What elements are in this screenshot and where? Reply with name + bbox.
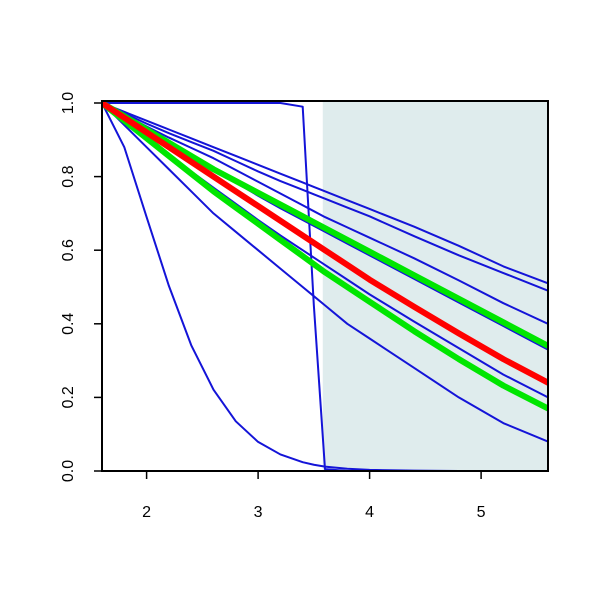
line-layer — [102, 101, 548, 471]
plot-frame — [101, 100, 549, 472]
x-tick-label: 2 — [142, 504, 151, 521]
data-line — [102, 101, 548, 349]
y-tick-label: 0.6 — [60, 239, 77, 261]
data-line — [102, 101, 548, 412]
x-tick-label: 3 — [254, 504, 263, 521]
data-line — [102, 102, 548, 292]
axis-layer: 2 3 4 5 0.0 0.2 0.4 0.6 0.8 1.0 — [60, 92, 549, 521]
data-line — [102, 102, 548, 285]
data-line — [102, 101, 548, 386]
data-line — [102, 102, 548, 471]
x-tick-label: 5 — [477, 504, 486, 521]
y-tick-label: 0.0 — [60, 460, 77, 482]
y-tick-label: 0.4 — [60, 313, 77, 335]
data-line — [102, 102, 548, 443]
y-tick-label: 1.0 — [60, 92, 77, 114]
y-tick-label: 0.8 — [60, 165, 77, 187]
y-tick-label: 0.2 — [60, 386, 77, 408]
data-line — [102, 102, 548, 325]
x-tick-label: 4 — [365, 504, 374, 521]
